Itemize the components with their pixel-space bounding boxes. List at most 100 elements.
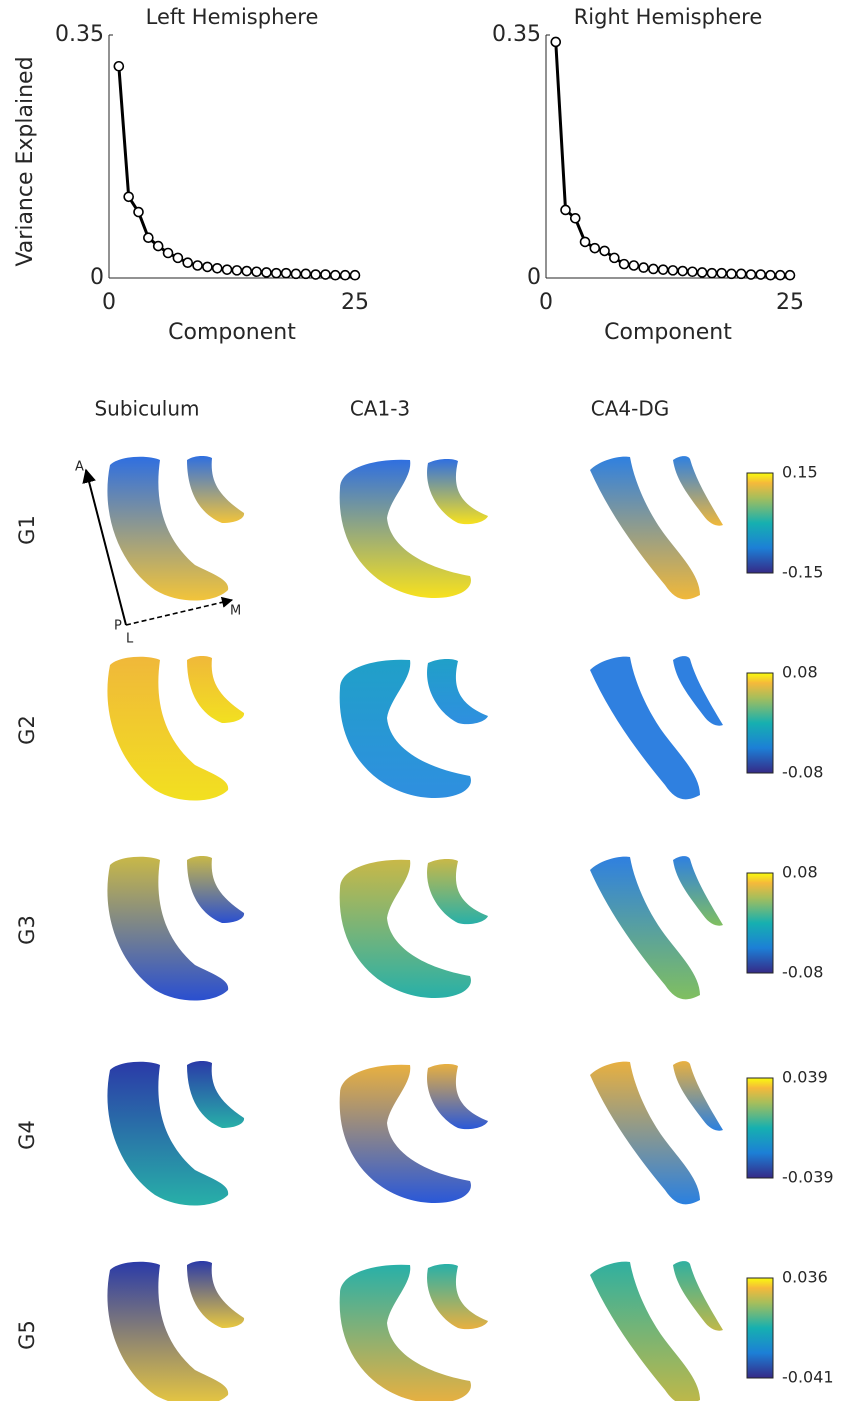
surface <box>427 859 488 924</box>
scree-point <box>173 253 182 262</box>
x-tick-label: 0 <box>539 290 553 315</box>
scree-point <box>321 270 330 279</box>
orient-label: M <box>230 604 241 619</box>
y-tick-label: 0 <box>90 265 104 290</box>
colorbar-max-label: 0.039 <box>782 1068 828 1087</box>
scree-point <box>114 62 123 71</box>
x-axis-label: Component <box>168 320 296 345</box>
scree-line <box>556 42 790 275</box>
colorbar-max-label: 0.15 <box>782 463 818 482</box>
scree-point <box>154 242 163 251</box>
figure: 00.35025Left HemisphereComponentVariance… <box>0 0 845 1401</box>
scree-point <box>727 269 736 278</box>
scree-point <box>134 208 143 217</box>
colorbar-min-label: -0.08 <box>782 763 823 782</box>
colorbar-min-label: -0.039 <box>782 1168 834 1187</box>
scree-point <box>291 269 300 278</box>
scree-point <box>193 261 202 270</box>
scree-point <box>351 271 360 280</box>
scree-point <box>620 260 629 269</box>
scree-point <box>717 269 726 278</box>
colorbar-max-label: 0.08 <box>782 863 818 882</box>
scree-point <box>649 264 658 273</box>
colorbar <box>747 673 773 773</box>
scree-point <box>331 271 340 280</box>
scree-point <box>600 246 609 255</box>
row-label: G3 <box>15 915 39 945</box>
surface <box>673 1261 723 1331</box>
surface <box>187 856 244 923</box>
scree-point <box>242 267 251 276</box>
orient-label: A <box>75 460 84 475</box>
scree-point <box>282 269 291 278</box>
y-tick-label: 0.35 <box>55 22 104 47</box>
colorbar-max-label: 0.036 <box>782 1268 828 1287</box>
scree-point <box>746 270 755 279</box>
scree-point <box>232 266 241 275</box>
surface <box>673 656 723 726</box>
surface <box>187 1261 244 1328</box>
scree-point <box>668 266 677 275</box>
scree-point <box>688 267 697 276</box>
scree-point <box>183 258 192 267</box>
scree-point <box>756 270 765 279</box>
surface <box>187 456 244 523</box>
column-header: Subiculum <box>94 397 199 421</box>
y-tick-label: 0 <box>527 265 541 290</box>
scree-point <box>590 244 599 253</box>
colorbar-min-label: -0.08 <box>782 963 823 982</box>
surface <box>673 456 723 526</box>
row-label: G1 <box>15 515 39 545</box>
scree-point <box>252 267 261 276</box>
scree-point <box>311 270 320 279</box>
scree-point <box>272 269 281 278</box>
scree-point <box>639 263 648 272</box>
scree-point <box>698 268 707 277</box>
scree-point <box>301 269 310 278</box>
column-header: CA1-3 <box>350 397 410 421</box>
scree-point <box>678 267 687 276</box>
chart-title: Right Hemisphere <box>574 5 763 29</box>
row-label: G4 <box>15 1120 39 1150</box>
scree-point <box>629 261 638 270</box>
y-axis-label: Variance Explained <box>13 56 38 266</box>
scree-point <box>786 271 795 280</box>
y-tick-label: 0.35 <box>492 22 541 47</box>
scree-point <box>571 214 580 223</box>
surface <box>187 656 244 723</box>
surface <box>427 659 488 724</box>
surface <box>187 1061 244 1128</box>
colorbar-max-label: 0.08 <box>782 663 818 682</box>
scree-point <box>561 205 570 214</box>
x-tick-label: 25 <box>341 290 369 315</box>
scree-point <box>124 192 133 201</box>
row-label: G5 <box>15 1320 39 1350</box>
scree-point <box>262 268 271 277</box>
x-tick-label: 0 <box>102 290 116 315</box>
colorbar-min-label: -0.041 <box>782 1368 834 1387</box>
scree-point <box>737 269 746 278</box>
colorbar-min-label: -0.15 <box>782 563 823 582</box>
scree-point <box>610 253 619 262</box>
scree-point <box>164 249 173 258</box>
surface <box>427 1264 488 1329</box>
colorbar <box>747 473 773 573</box>
row-label: G2 <box>15 715 39 745</box>
scree-point <box>213 264 222 273</box>
colorbar <box>747 873 773 973</box>
scree-point <box>659 265 668 274</box>
surface <box>427 459 488 524</box>
arrow-lm <box>126 600 232 625</box>
surface <box>427 1064 488 1129</box>
scree-point <box>707 269 716 278</box>
scree-point <box>581 237 590 246</box>
surface <box>673 856 723 926</box>
surface <box>673 1061 723 1131</box>
colorbar <box>747 1278 773 1378</box>
scree-point <box>203 262 212 271</box>
orient-label: P <box>114 619 122 634</box>
scree-point <box>551 37 560 46</box>
orient-label: L <box>126 632 134 647</box>
scree-point <box>776 271 785 280</box>
column-header: CA4-DG <box>591 397 670 421</box>
